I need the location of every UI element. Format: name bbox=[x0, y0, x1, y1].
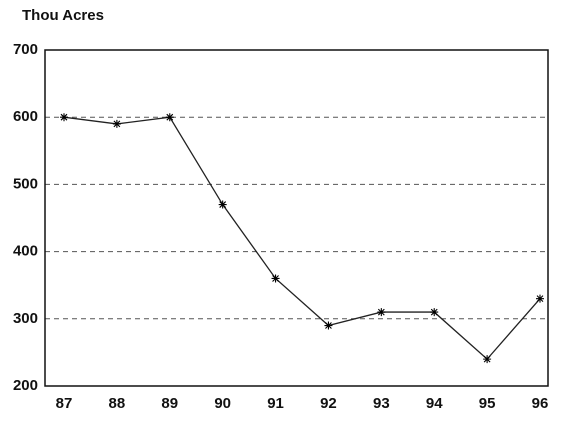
chart-title: Thou Acres bbox=[22, 7, 104, 24]
x-tick-label: 93 bbox=[373, 395, 390, 412]
point-marker bbox=[60, 113, 68, 122]
line bbox=[63, 116, 541, 361]
point-marker bbox=[483, 355, 492, 364]
x-tick-label: 90 bbox=[214, 395, 231, 412]
y-tick-label: 600 bbox=[13, 108, 38, 125]
x-tick-label: 89 bbox=[161, 395, 178, 412]
point-marker bbox=[218, 200, 227, 209]
y-tick-label: 400 bbox=[13, 243, 38, 260]
y-tick-label: 500 bbox=[13, 175, 38, 192]
point-marker bbox=[112, 119, 121, 128]
point-marker bbox=[324, 321, 333, 330]
x-tick-label: 88 bbox=[109, 395, 126, 412]
x-tick-label: 91 bbox=[267, 395, 284, 412]
point-marker bbox=[430, 308, 439, 317]
y-tick-label: 200 bbox=[13, 377, 38, 394]
point-marker bbox=[271, 274, 280, 283]
x-tick-label: 87 bbox=[56, 395, 73, 412]
point-marker bbox=[377, 308, 386, 317]
x-tick-label: 96 bbox=[532, 395, 549, 412]
point-marker bbox=[536, 294, 544, 303]
y-tick-label: 700 bbox=[13, 41, 38, 58]
x-tick-label: 94 bbox=[426, 395, 443, 412]
plot-frame bbox=[44, 49, 549, 387]
x-tick-label: 92 bbox=[320, 395, 337, 412]
y-tick-label: 300 bbox=[13, 310, 38, 327]
point-marker bbox=[165, 113, 174, 122]
x-tick-label: 95 bbox=[479, 395, 496, 412]
